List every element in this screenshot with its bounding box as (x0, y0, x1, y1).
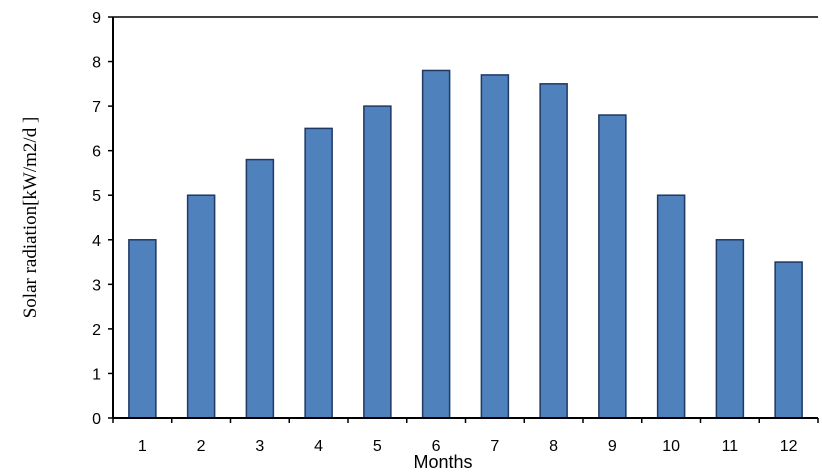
bar-month-7 (480, 74, 510, 419)
x-tick-label: 3 (255, 438, 264, 455)
bar-month-10 (656, 194, 686, 419)
x-tick-label: 11 (722, 438, 739, 455)
bars (128, 69, 803, 419)
x-tick-label: 9 (608, 438, 617, 455)
y-axis-title: Solar radiation[kW/m2/d ] (20, 117, 41, 319)
y-tick-label: 8 (92, 55, 101, 72)
bar-month-12 (774, 261, 803, 419)
y-tick-label: 3 (92, 277, 101, 294)
x-tick-label: 12 (780, 438, 798, 455)
x-tick-label: 8 (549, 438, 558, 455)
y-axis-ticks: 0 1 2 3 4 5 6 7 8 9 (92, 10, 113, 428)
bar-month-5 (363, 105, 392, 419)
bar-month-1 (128, 239, 157, 419)
x-axis-ticks: 1 2 3 4 5 6 7 8 9 10 11 12 (112, 418, 819, 455)
x-axis-title: Months (413, 452, 472, 472)
y-tick-label: 9 (92, 10, 101, 27)
y-tick-label: 7 (92, 99, 101, 116)
bar-month-9 (598, 114, 627, 419)
bar-month-6 (421, 69, 451, 419)
y-tick-label: 4 (92, 233, 101, 250)
y-tick-label: 5 (92, 188, 101, 205)
x-tick-label: 4 (314, 438, 323, 455)
x-tick-label: 5 (373, 438, 382, 455)
x-tick-label: 6 (432, 438, 441, 455)
y-tick-label: 2 (92, 322, 101, 339)
bar-month-4 (304, 127, 333, 419)
y-tick-label: 6 (92, 144, 101, 161)
y-tick-label: 1 (92, 366, 101, 383)
bar-month-11 (715, 239, 745, 419)
y-tick-label: 0 (92, 411, 101, 428)
bar-month-2 (186, 194, 216, 419)
bar-month-8 (539, 83, 568, 419)
x-tick-label: 2 (197, 438, 206, 455)
bar-month-3 (245, 158, 275, 419)
x-tick-label: 10 (662, 438, 680, 455)
x-tick-label: 7 (490, 438, 499, 455)
x-tick-label: 1 (138, 438, 147, 455)
